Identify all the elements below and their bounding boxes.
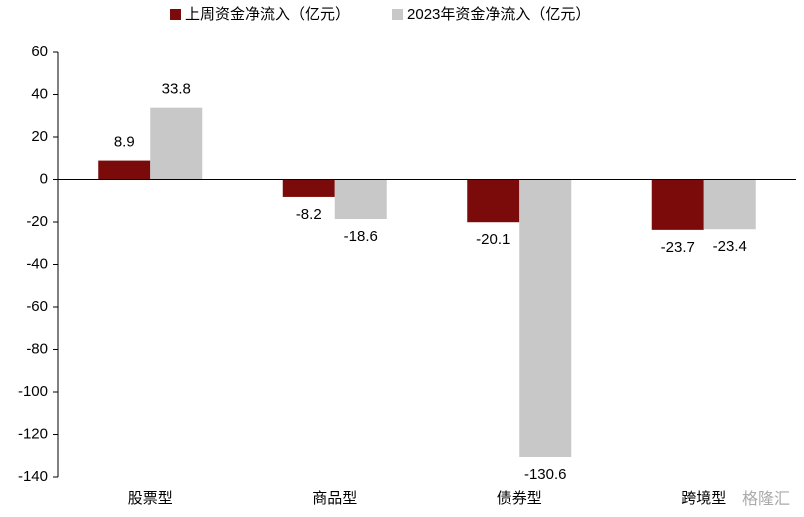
y-tick-label: 60 [31,43,48,60]
x-tick-label: 债券型 [497,490,542,507]
value-label: -23.4 [713,238,747,255]
value-label: 8.9 [114,134,135,151]
legend-swatch [392,9,404,20]
y-tick-label: -120 [18,425,48,442]
value-label: -18.6 [344,228,378,245]
bar [703,179,756,230]
bar [98,160,151,180]
bar [282,179,335,197]
x-tick-label: 跨境型 [681,489,726,507]
y-tick-label: -40 [26,255,48,272]
x-tick-label: 股票型 [128,490,173,507]
bar [651,179,704,230]
y-tick-label: -100 [18,383,48,400]
x-tick-label: 商品型 [312,490,357,507]
y-tick-label: -80 [26,340,48,357]
legend-label: 2023年资金净流入（亿元） [407,6,590,23]
y-tick-label: -140 [18,468,48,485]
bar [150,107,203,180]
value-label: -23.7 [661,239,695,256]
value-label: -8.2 [296,206,322,223]
watermark: 格隆汇 [742,490,790,508]
value-label: -20.1 [476,231,510,248]
legend-label: 上周资金净流入（亿元） [185,6,350,23]
legend-swatch [170,9,181,20]
y-tick-label: 20 [31,128,48,145]
y-tick-label: -60 [26,298,48,315]
bar [519,179,572,458]
bar [334,179,387,220]
value-label: 33.8 [162,81,191,98]
y-tick-label: 40 [31,85,48,102]
bar [467,179,520,223]
y-tick-label: -20 [26,213,48,230]
y-tick-label: 0 [40,170,48,187]
value-label: -130.6 [524,466,567,483]
